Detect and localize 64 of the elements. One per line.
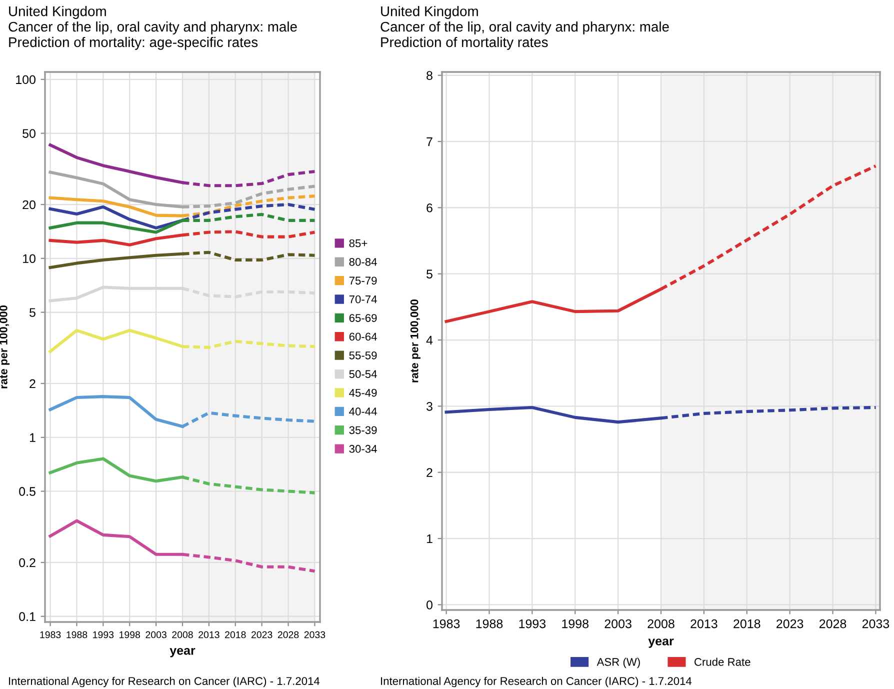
legend-label: 40-44: [349, 408, 377, 416]
legend-label: 55-59: [349, 351, 377, 360]
y-tick-label: 1: [426, 534, 432, 544]
x-tick-label: 2013: [198, 631, 220, 638]
x-tick-label: 1998: [120, 631, 140, 638]
x-tick-label: 1988: [66, 631, 88, 638]
y-tick-label: 100: [16, 75, 36, 84]
x-tick-label: 1983: [433, 619, 460, 628]
y-tick-label: 3: [426, 402, 432, 411]
y-tick-label: 2: [426, 468, 432, 477]
x-tick-label: 2033: [304, 631, 326, 638]
text: International Agency for Research on Cancer (IARC) - 1.7.2014: [381, 676, 692, 688]
x-axis-title: year: [648, 638, 674, 648]
x-tick-label: 2008: [172, 631, 193, 638]
legend-label: 85+: [349, 239, 368, 248]
y-tick-label: 7: [426, 137, 432, 146]
legend-label: 80-84: [349, 258, 377, 266]
x-tick-label: 2028: [278, 631, 299, 638]
legend-label: Crude Rate: [694, 658, 750, 666]
y-tick-label: 6: [426, 203, 432, 212]
x-tick-label: 1998: [562, 619, 588, 628]
legend-label: ASR (W): [596, 658, 640, 668]
y-tick-label: 10: [23, 254, 36, 264]
x-tick-label: 1993: [93, 631, 114, 638]
legend-label: 50-54: [349, 370, 377, 378]
x-tick-label: 2033: [862, 619, 890, 628]
x-tick-label: 2023: [776, 619, 804, 628]
y-tick-label: 8: [426, 71, 432, 80]
legend-label: 65-69: [349, 314, 377, 322]
y-tick-label: 20: [22, 200, 36, 210]
y-tick-label: 0.1: [19, 612, 36, 622]
y-tick-label: 0.2: [19, 558, 36, 568]
y-tick-label: 5: [30, 308, 36, 317]
legend-label: 45-49: [349, 388, 377, 397]
x-tick-label: 2008: [648, 619, 674, 628]
chart-subtitle: Cancer of the lip, oral cavity and pharynx: male Prediction of mortality: age-specific rates: [8, 21, 297, 50]
legend-label: 60-64: [349, 332, 377, 341]
y-tick-label: 4: [426, 336, 433, 345]
y-tick-label: 1: [30, 433, 36, 442]
chart-subtitle: Cancer of the lip, oral cavity and pharynx: male Prediction of mortality rates: [380, 21, 669, 50]
x-tick-label: 2013: [690, 619, 718, 628]
x-tick-label: 2018: [734, 619, 760, 628]
x-tick-label: 1993: [519, 619, 546, 628]
x-tick-label: 1983: [40, 631, 61, 638]
chart-title: United Kingdom: [381, 6, 478, 19]
x-tick-label: 2003: [146, 631, 166, 638]
y-tick-label: 2: [30, 379, 36, 388]
y-tick-label: 0.5: [19, 487, 36, 496]
legend-label: 70-74: [349, 295, 377, 304]
legend-label: 35-39: [349, 426, 377, 434]
x-tick-label: 2003: [604, 619, 632, 628]
legend-label: 75-79: [349, 276, 377, 285]
y-tick-label: 0: [426, 600, 432, 610]
x-tick-label: 1988: [476, 619, 503, 628]
x-tick-label: 2028: [819, 619, 846, 628]
text: International Agency for Research on Cancer (IARC) - 1.7.2014: [9, 676, 320, 688]
y-tick-label: 5: [426, 270, 432, 278]
chart-title: United Kingdom: [9, 6, 106, 19]
legend-label: 30-34: [349, 444, 377, 453]
y-tick-label: 50: [22, 129, 36, 138]
x-axis-title: year: [170, 648, 196, 658]
y-axis-title: rate per 100,000: [410, 299, 420, 382]
x-tick-label: 2018: [225, 631, 246, 638]
x-tick-label: 2023: [252, 631, 272, 638]
